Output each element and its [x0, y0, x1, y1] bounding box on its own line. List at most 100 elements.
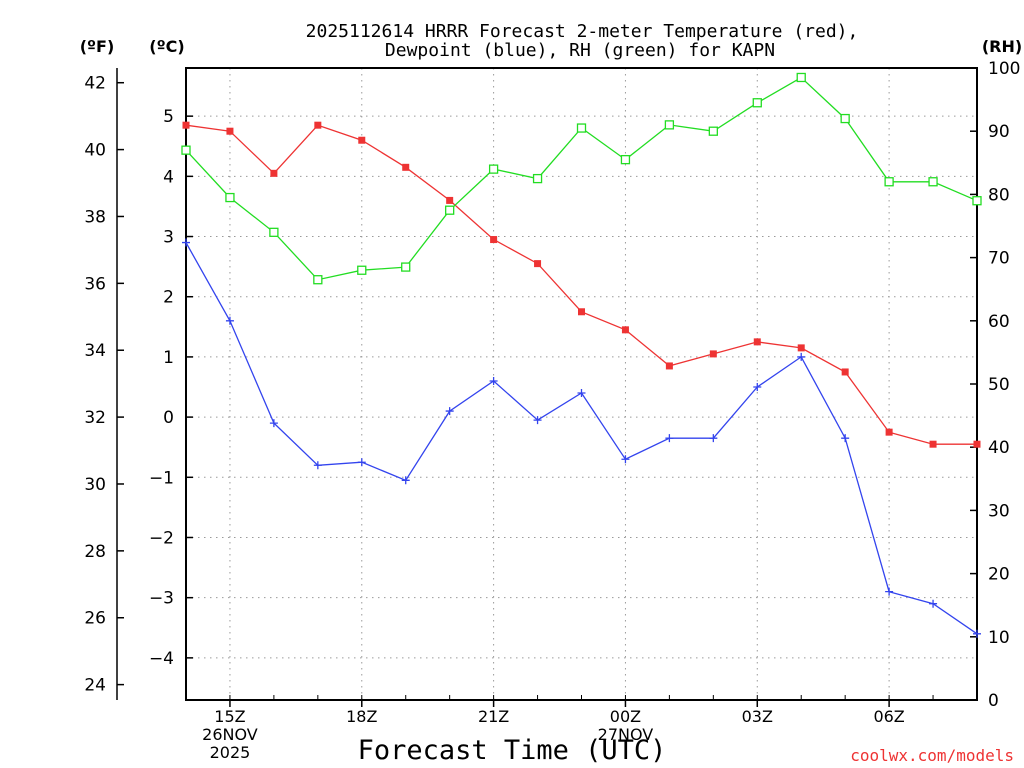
time-tick-label: 26NOV: [202, 725, 258, 744]
rh-tick-label: 80: [988, 185, 1010, 205]
celsius-tick-label: 5: [163, 107, 174, 127]
rh-tick-label: 20: [988, 565, 1010, 585]
temperature-point: [402, 163, 410, 171]
celsius-tick-label: 2: [163, 288, 174, 308]
dewpoint-point: [313, 461, 322, 470]
dewpoint-point: [269, 419, 278, 428]
dewpoint-point: [489, 376, 498, 385]
temperature-point: [182, 121, 190, 129]
dewpoint-point: [357, 458, 366, 467]
fahrenheit-tick-label: 40: [84, 141, 106, 161]
dewpoint-point: [182, 238, 190, 247]
rh-point: [928, 177, 938, 187]
rh-point: [225, 192, 235, 203]
rh-point: [313, 275, 323, 285]
watermark: coolwx.com/models: [850, 746, 1014, 765]
fahrenheit-tick-label: 36: [84, 274, 106, 294]
dewpoint-point: [445, 407, 454, 416]
rh-tick-label: 0: [988, 691, 999, 711]
rh-point: [181, 145, 191, 155]
rh-axis-label: (RH): [982, 37, 1022, 56]
fahrenheit-tick-label: 34: [84, 341, 106, 361]
rh-point: [664, 120, 675, 130]
dewpoint-point: [885, 587, 894, 596]
temperature-point: [709, 350, 717, 358]
temperature-point: [534, 260, 542, 268]
temperature-point: [578, 308, 585, 316]
temperature-point: [929, 440, 937, 448]
time-tick-label: 06Z: [873, 707, 904, 726]
dewpoint-point: [929, 599, 938, 608]
dewpoint-point: [533, 416, 542, 425]
x-axis-label: Forecast Time (UTC): [358, 735, 667, 766]
dewpoint-point: [709, 434, 718, 443]
temperature-point: [226, 127, 234, 135]
fahrenheit-tick-label: 30: [84, 475, 106, 495]
celsius-tick-label: −1: [149, 468, 174, 488]
rh-point: [269, 227, 279, 237]
celsius-tick-label: −3: [149, 589, 174, 609]
time-tick-label: 2025: [210, 743, 251, 762]
celsius-tick-label: 1: [163, 348, 174, 368]
rh-tick-label: 60: [988, 312, 1010, 332]
rh-tick-label: 90: [988, 122, 1010, 142]
temperature-point: [446, 196, 454, 204]
celsius-tick-label: 0: [163, 408, 174, 428]
time-tick-label: 00Z: [610, 707, 641, 726]
fahrenheit-axis-label: (ºF): [80, 37, 115, 56]
rh-point: [840, 113, 850, 124]
fahrenheit-axis: 24 26 28 30 32 34 36 38 40 42: [84, 74, 124, 696]
dewpoint-point: [225, 316, 234, 325]
rh-point: [532, 173, 543, 184]
celsius-tick-label: 4: [163, 167, 174, 187]
dewpoint-point: [753, 383, 762, 392]
fahrenheit-tick-label: 38: [84, 207, 106, 227]
rh-point: [401, 262, 411, 272]
rh-tick-label: 10: [988, 628, 1010, 648]
dewpoint-point: [973, 629, 981, 638]
rh-tick-label: 30: [988, 501, 1010, 521]
time-tick-label: 27NOV: [598, 725, 654, 744]
dewpoint-point: [401, 476, 410, 485]
rh-point: [708, 126, 718, 136]
temperature-point: [885, 428, 893, 436]
dewpoint-point: [841, 434, 850, 443]
data-series: [181, 72, 982, 638]
time-tick-label: 15Z: [214, 707, 245, 726]
rh-point: [752, 98, 762, 108]
fahrenheit-tick-label: 24: [84, 676, 106, 696]
celsius-axis-label: (ºC): [149, 37, 184, 56]
temperature-point: [621, 326, 629, 334]
temperature-point: [841, 368, 849, 376]
chart-title-line1: 2025112614 HRRR Forecast 2-meter Tempera…: [306, 21, 859, 42]
rh-tick-label: 100: [988, 59, 1020, 79]
dewpoint-point: [797, 352, 806, 361]
dewpoint-point: [621, 455, 630, 464]
dewpoint-point: [577, 389, 586, 398]
celsius-tick-label: −4: [149, 649, 174, 669]
celsius-tick-label: 3: [163, 228, 174, 248]
temperature-point: [314, 121, 322, 129]
celsius-axis: −4 −3 −2 −1 0 1 2 3 4 5: [149, 107, 193, 669]
rh-point: [972, 196, 982, 206]
rh-point: [357, 265, 367, 275]
dewpoint-point: [665, 434, 674, 443]
rh-point: [884, 177, 894, 187]
celsius-tick-label: −2: [149, 528, 174, 548]
time-tick-label: 21Z: [478, 707, 509, 726]
time-tick-label: 18Z: [346, 707, 377, 726]
rh-point: [620, 154, 631, 165]
fahrenheit-tick-label: 32: [84, 408, 106, 428]
chart-title-line2: Dewpoint (blue), RH (green) for KAPN: [385, 40, 775, 61]
fahrenheit-tick-label: 28: [84, 542, 106, 562]
temperature-point: [358, 136, 366, 144]
rh-point: [576, 123, 587, 133]
temperature-point: [797, 344, 805, 352]
temperature-point: [753, 338, 761, 346]
rh-point: [445, 205, 455, 215]
time-tick-label: 03Z: [742, 707, 773, 726]
temperature-point: [270, 169, 278, 177]
rh-point: [488, 164, 499, 174]
fahrenheit-tick-label: 26: [84, 609, 106, 629]
